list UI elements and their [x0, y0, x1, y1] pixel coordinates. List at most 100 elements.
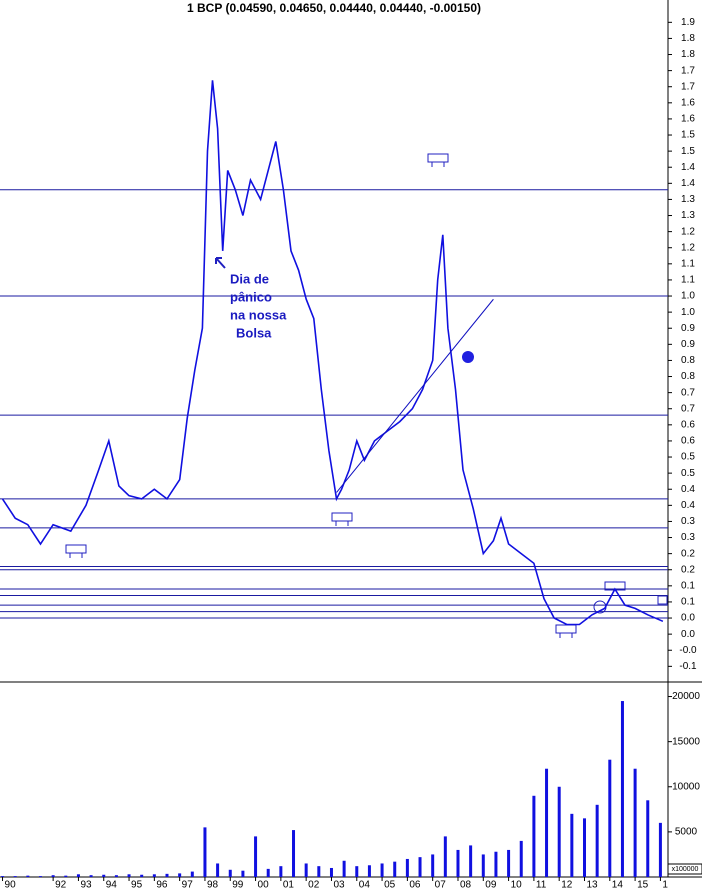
volume-bar	[557, 786, 561, 877]
y-tick-label: 1.3	[681, 194, 695, 205]
annotation: pânico	[230, 289, 272, 304]
y-tick-label: 0.4	[681, 500, 695, 511]
volume-bar	[152, 874, 156, 877]
unit-box	[667, 863, 702, 875]
chart-title: 1 BCP (0.04590, 0.04650, 0.04440, 0.0444…	[187, 1, 481, 15]
y-tick-label: 0.8	[681, 355, 695, 366]
volume-bar	[228, 869, 232, 877]
y-tick-label: 0.0	[681, 629, 695, 640]
y-tick-label: 1.5	[681, 130, 695, 141]
volume-bar	[342, 860, 346, 877]
volume-bar	[329, 867, 333, 877]
x-tick-label: 99	[232, 880, 244, 891]
volume-bar	[38, 876, 42, 877]
volume-bar	[216, 863, 220, 877]
x-tick-label: 07	[435, 880, 447, 891]
y-tick-label: 1.0	[681, 291, 695, 302]
y-tick-label: 15000	[672, 736, 700, 747]
bull-icon	[331, 512, 353, 526]
x-tick-label: 96	[156, 880, 168, 891]
volume-bar	[532, 795, 536, 877]
volume-bar	[355, 866, 359, 877]
volume-bar	[114, 875, 118, 877]
volume-bar	[140, 874, 144, 877]
annotation: Bolsa	[236, 325, 272, 340]
y-tick-label: 0.1	[681, 597, 695, 608]
x-tick-label: 03	[333, 880, 345, 891]
volume-bar	[76, 874, 80, 877]
volume-bar	[367, 865, 371, 877]
y-tick-label: 10000	[672, 781, 700, 792]
y-tick-label: 1.7	[681, 65, 695, 76]
y-tick-label: 1.7	[681, 81, 695, 92]
y-tick-label: 1.4	[681, 178, 695, 189]
y-tick-label: 1.5	[681, 146, 695, 157]
x-tick-label: 14	[612, 880, 624, 891]
y-tick-label: 0.9	[681, 339, 695, 350]
x-tick-label: 12	[561, 880, 573, 891]
y-tick-label: 1.4	[681, 162, 695, 173]
volume-bar	[266, 868, 270, 877]
annotation-arrow	[215, 257, 226, 269]
y-tick-label: 0.7	[681, 387, 695, 398]
x-tick-label: 15	[637, 880, 649, 891]
volume-bar	[1, 876, 5, 877]
x-tick-label: 06	[409, 880, 421, 891]
y-tick-label: 1.0	[681, 307, 695, 318]
volume-bar	[570, 813, 574, 877]
y-tick-label: 1.6	[681, 97, 695, 108]
y-tick-label: 20000	[672, 691, 700, 702]
x-tick-label: 02	[308, 880, 320, 891]
bear-icon	[604, 581, 626, 591]
y-tick-label: 0.6	[681, 419, 695, 430]
y-tick-label: 0.9	[681, 323, 695, 334]
y-tick-label: 0.3	[681, 532, 695, 543]
trend-line	[336, 298, 494, 493]
y-tick-label: 0.1	[681, 580, 695, 591]
volume-bar	[443, 836, 447, 877]
y-tick-label: 0.3	[681, 516, 695, 527]
volume-bar	[620, 701, 624, 877]
annotation: na nossa	[230, 307, 287, 322]
x-tick-label: 97	[182, 880, 194, 891]
x-tick-label: 93	[80, 880, 92, 891]
y-tick-label: 0.7	[681, 403, 695, 414]
y-tick-label: 1.1	[681, 258, 695, 269]
y-tick-label: 1.2	[681, 242, 695, 253]
volume-bar	[431, 854, 435, 877]
volume-bar	[102, 874, 106, 877]
x-tick-label: 04	[359, 880, 371, 891]
volume-bar	[456, 849, 460, 877]
y-tick-label: 0.4	[681, 484, 695, 495]
price-line	[1, 80, 664, 626]
x-tick-label: 05	[384, 880, 396, 891]
volume-bar	[279, 866, 283, 877]
volume-bar	[203, 827, 207, 877]
volume-bar	[292, 830, 296, 877]
box-icon	[657, 595, 668, 605]
volume-bar	[507, 849, 511, 877]
x-tick-label: 01	[283, 880, 295, 891]
y-tick-label: 1.8	[681, 49, 695, 60]
y-tick-label: 1.6	[681, 114, 695, 125]
annotation: Dia de	[230, 271, 269, 286]
volume-bar	[165, 873, 169, 877]
volume-bar	[583, 818, 586, 877]
y-tick-label: 0.2	[681, 564, 695, 575]
volume-bar	[254, 836, 258, 877]
y-tick-label: 1.8	[681, 33, 695, 44]
x-tick-label: 13	[587, 880, 599, 891]
y-tick-label: 0.2	[681, 548, 695, 559]
volume-bar	[646, 800, 650, 877]
y-tick-label: 1.3	[681, 210, 695, 221]
unit-label: x100000	[672, 866, 699, 873]
volume-bar	[481, 854, 485, 877]
x-tick-label: 08	[460, 880, 472, 891]
volume-bar	[317, 866, 321, 877]
y-tick-label: 1.2	[681, 226, 695, 237]
volume-bar	[304, 863, 308, 877]
bear-icon	[427, 153, 449, 167]
x-tick-label: 98	[207, 880, 219, 891]
